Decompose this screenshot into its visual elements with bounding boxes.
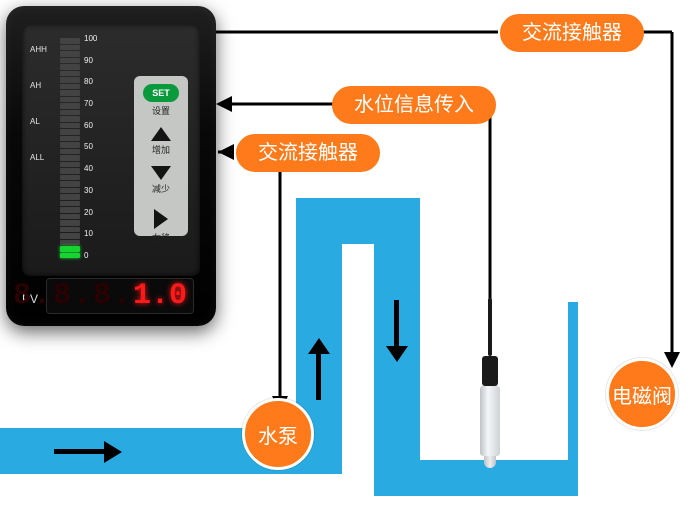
alarm-labels: AHH AH AL ALL xyxy=(30,46,54,190)
probe-grip xyxy=(482,356,498,386)
probe-tip xyxy=(484,456,496,468)
set-label-cn: 设置 xyxy=(152,104,170,117)
label-ac-contactor-left: 交流接触器 xyxy=(236,134,380,172)
right-button[interactable] xyxy=(154,209,168,229)
set-button[interactable]: SET xyxy=(143,84,179,102)
wire-to-valve xyxy=(640,32,672,352)
display-ghost: 8.8.8. xyxy=(13,279,133,313)
label-water-level-signal: 水位信息传入 xyxy=(332,86,496,124)
down-label-cn: 减少 xyxy=(152,182,170,195)
flow-arrow-down xyxy=(386,300,408,362)
tank-right-wall xyxy=(568,302,578,496)
label-pump: 水泵 xyxy=(242,398,314,470)
up-button[interactable] xyxy=(151,127,171,141)
arrowhead-valve xyxy=(664,352,680,368)
level-controller: AHH AH AL ALL 1009080706050403020100 SET… xyxy=(6,6,216,326)
label-ac-contactor-top: 交流接触器 xyxy=(500,14,644,52)
scale-numbers: 1009080706050403020100 xyxy=(84,34,108,260)
up-label-cn: 增加 xyxy=(152,143,170,156)
label-solenoid-valve: 电磁阀 xyxy=(606,358,678,430)
bargraph xyxy=(60,38,80,258)
seven-seg-display: 8.8.8. 1.0 xyxy=(46,278,194,314)
pipe-tank-left-wall xyxy=(374,198,420,496)
tank-floor xyxy=(374,486,578,496)
probe-cable xyxy=(488,298,492,356)
level-probe xyxy=(475,298,505,470)
right-label-cn: 右移 xyxy=(152,231,170,244)
arrowhead-signal xyxy=(216,96,232,112)
flow-arrow-inflow xyxy=(54,441,122,463)
tank-water xyxy=(374,468,578,496)
button-plate: SET 设置 增加 减少 右移 xyxy=(134,76,188,236)
flow-arrow-riser1 xyxy=(308,338,330,400)
pipe-top xyxy=(296,198,420,244)
display-value: 1.0 xyxy=(133,279,187,313)
probe-body xyxy=(480,386,500,456)
down-button[interactable] xyxy=(151,166,171,180)
arrowhead-ac-left xyxy=(218,144,234,160)
